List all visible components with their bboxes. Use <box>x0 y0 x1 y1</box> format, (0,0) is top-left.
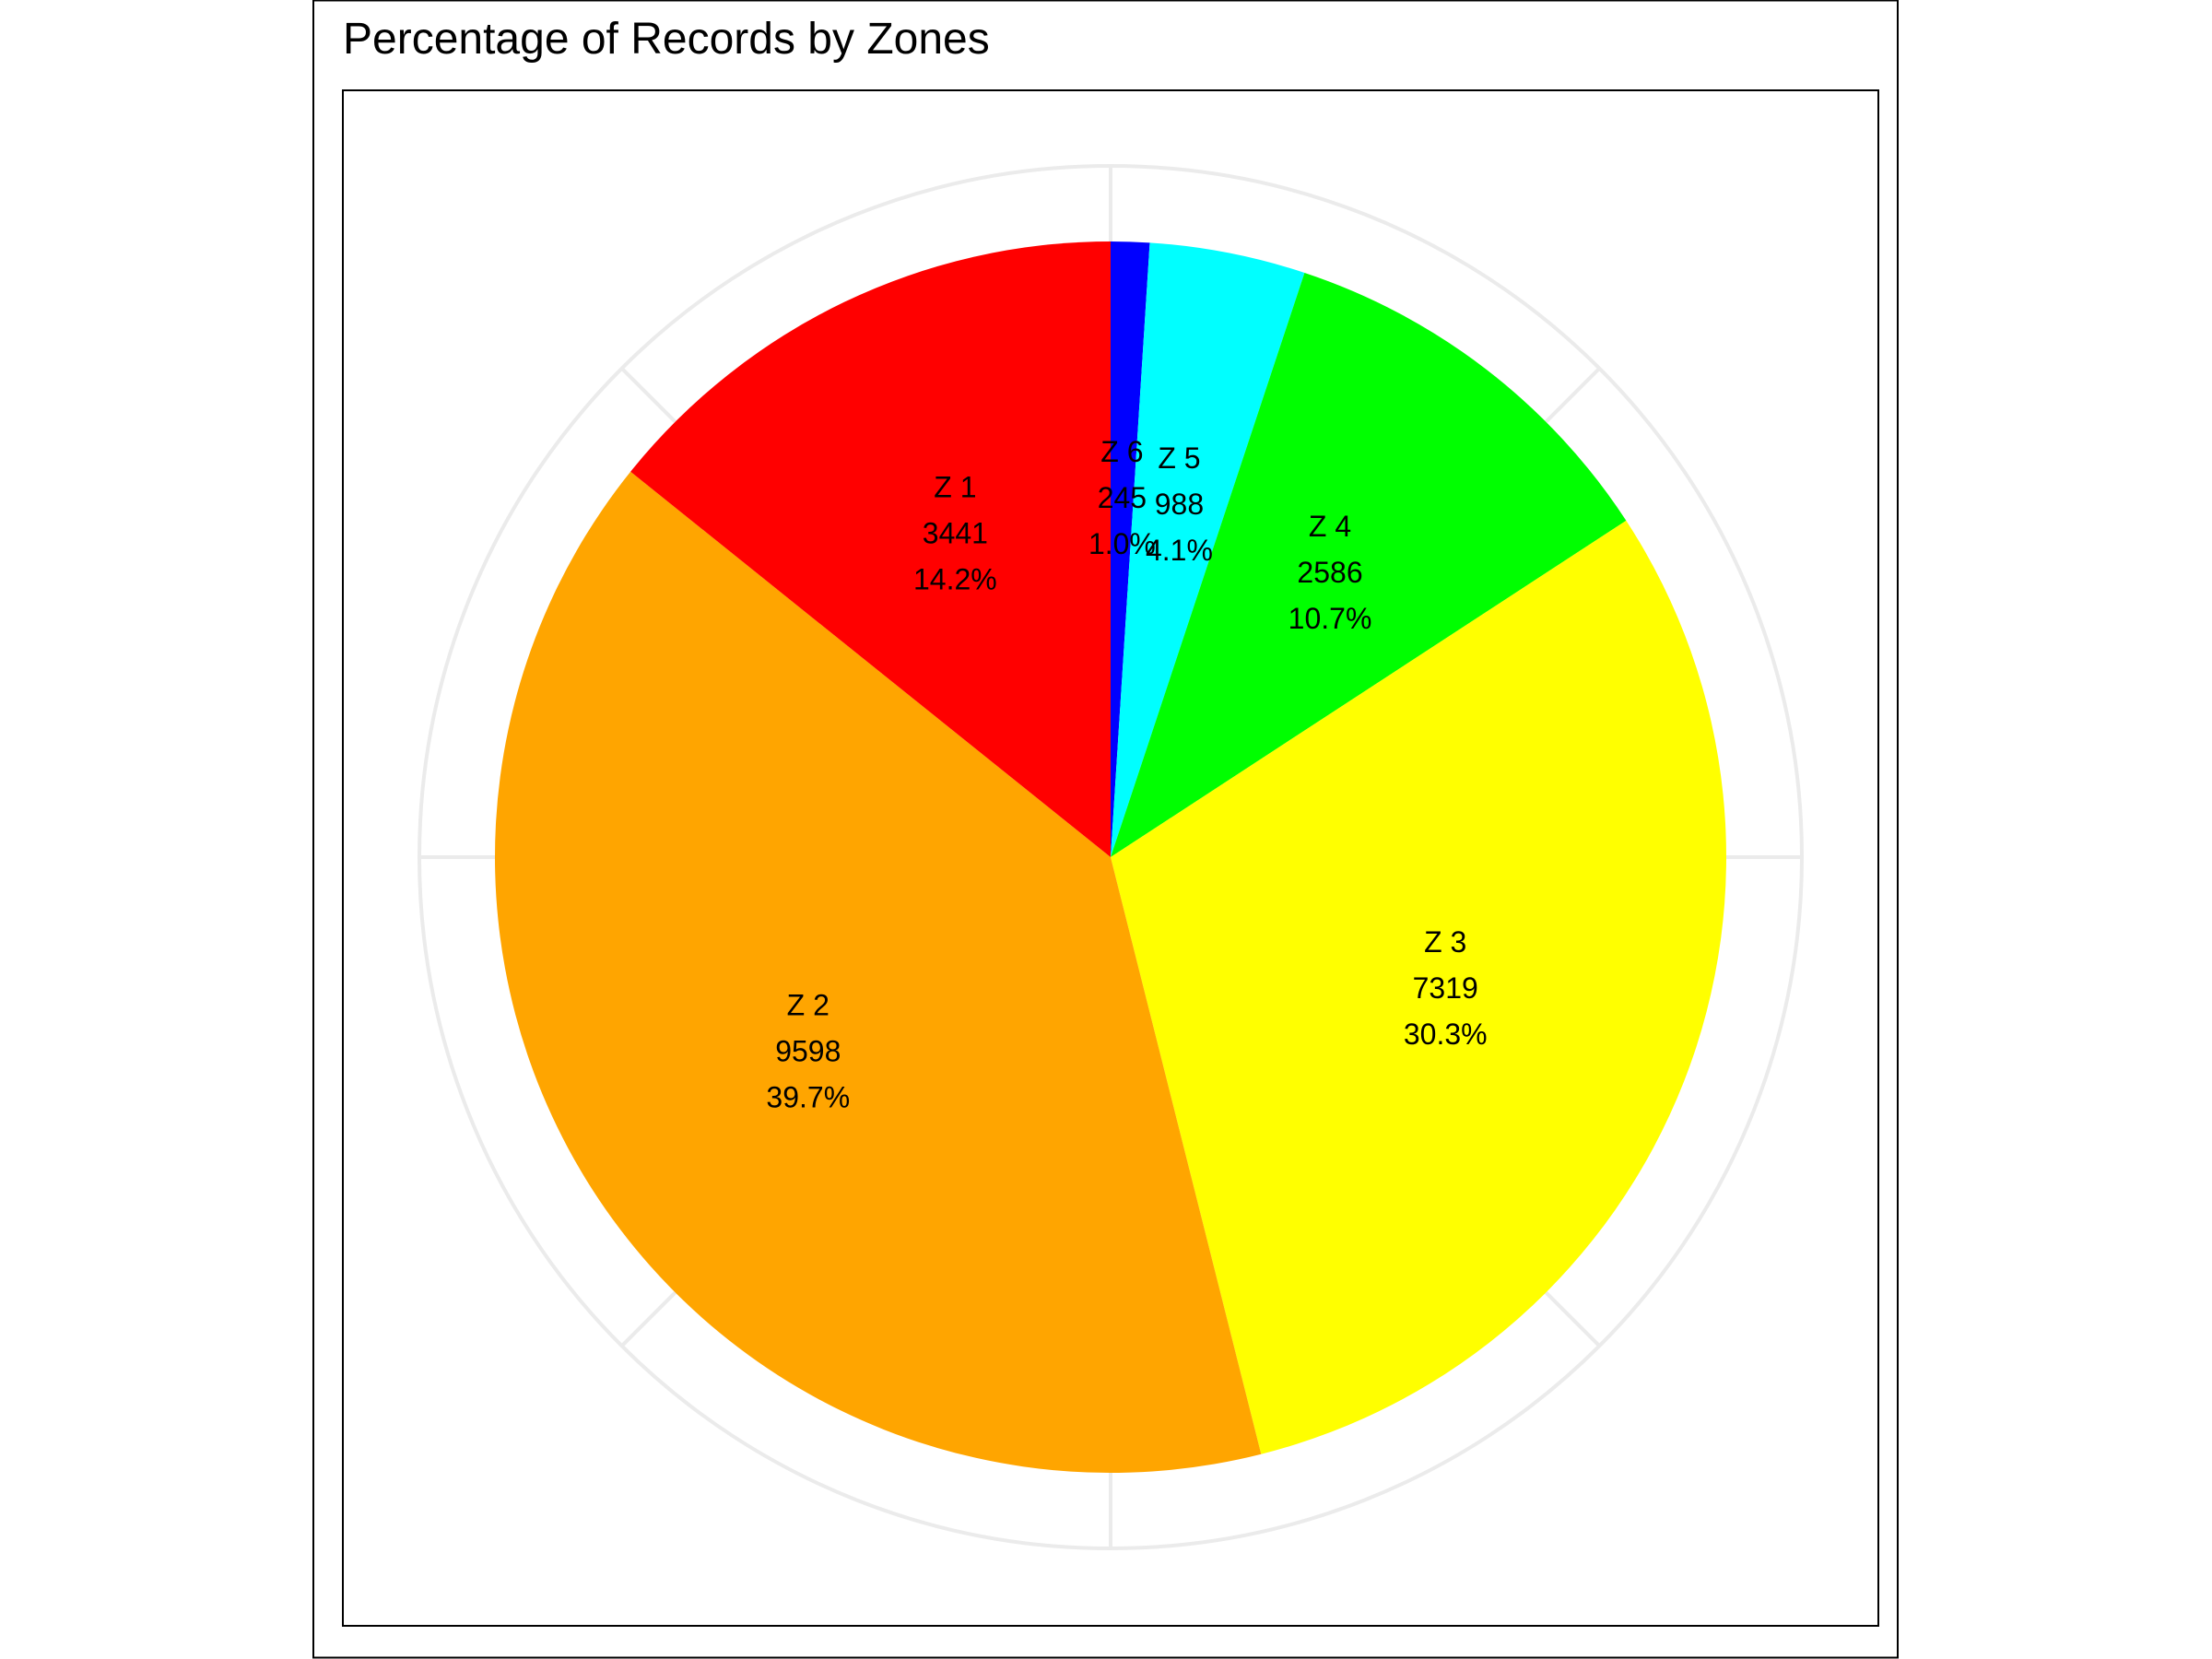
polar-grid <box>418 164 1804 1550</box>
slice-label-name: Z 2 <box>787 989 830 1022</box>
grid-spoke <box>1544 367 1601 424</box>
slice-label-name: Z 3 <box>1424 925 1466 959</box>
pie-slice-z6 <box>1111 241 1150 857</box>
pie-slice-z2 <box>494 471 1262 1474</box>
slice-label-value: 9598 <box>775 1035 841 1068</box>
slice-label-name: Z 1 <box>934 470 976 503</box>
slice-label-percent: 14.2% <box>913 562 997 595</box>
grid-spoke <box>620 1290 677 1347</box>
chart-title: Percentage of Records by Zones <box>343 15 990 64</box>
slice-label-value: 245 <box>1098 481 1147 514</box>
slice-label-value: 7319 <box>1413 971 1478 1005</box>
grid-spoke <box>1544 1290 1601 1347</box>
pie-slice-z3 <box>1111 520 1727 1454</box>
slice-labels: Z 6 245 1.0% Z 5 988 4.1% Z 4 2586 10.7% Z 3 7319 3… <box>766 435 1487 1113</box>
slice-label-value: 3441 <box>923 516 988 549</box>
pie-slice-z1 <box>630 241 1111 857</box>
slice-label-name: Z 5 <box>1158 441 1200 475</box>
pie-slice-z4 <box>1111 273 1627 857</box>
slice-label-value: 2586 <box>1297 556 1362 589</box>
grid-spoke <box>620 367 677 424</box>
slice-label-name: Z 4 <box>1309 510 1351 543</box>
slice-label-percent: 4.1% <box>1146 534 1213 567</box>
pie-slices <box>494 241 1727 1474</box>
pie-slice-z5 <box>1111 242 1305 857</box>
slice-label-percent: 1.0% <box>1088 527 1156 560</box>
slice-label-percent: 30.3% <box>1404 1018 1488 1051</box>
slice-label-percent: 39.7% <box>766 1081 850 1114</box>
slice-label-value: 988 <box>1155 488 1204 521</box>
slice-label-name: Z 6 <box>1100 435 1143 468</box>
slice-label-percent: 10.7% <box>1288 602 1372 635</box>
